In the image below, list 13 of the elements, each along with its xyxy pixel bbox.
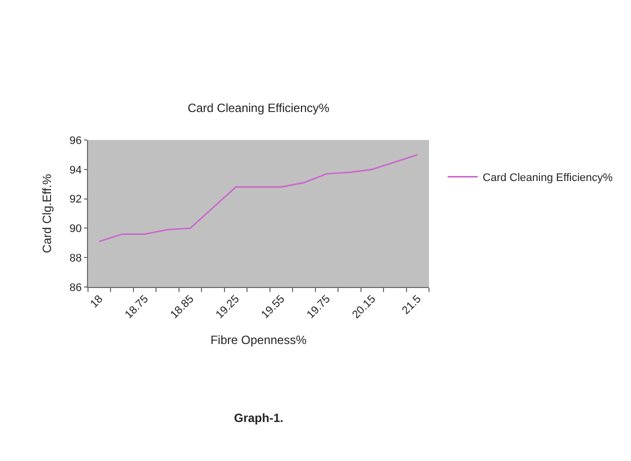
chart-title: Card Cleaning Efficiency% [188,101,330,116]
x-axis-title: Fibre Openness% [210,333,307,348]
y-tick-label: 92 [70,194,82,206]
y-tick-label: 90 [70,223,82,236]
legend-label: Card Cleaning Efficiency% [482,172,613,184]
line-series [98,154,418,242]
x-tick-label: 18 [88,293,106,310]
y-tick-label: 86 [70,282,82,294]
y-tick-label: 94 [70,164,82,176]
text: Graph-1. [234,411,284,425]
y-axis-title: Card Clg.Eff.% [40,174,54,254]
y-tick-label: 96 [70,134,82,147]
y-tick-label: 88 [70,252,82,264]
